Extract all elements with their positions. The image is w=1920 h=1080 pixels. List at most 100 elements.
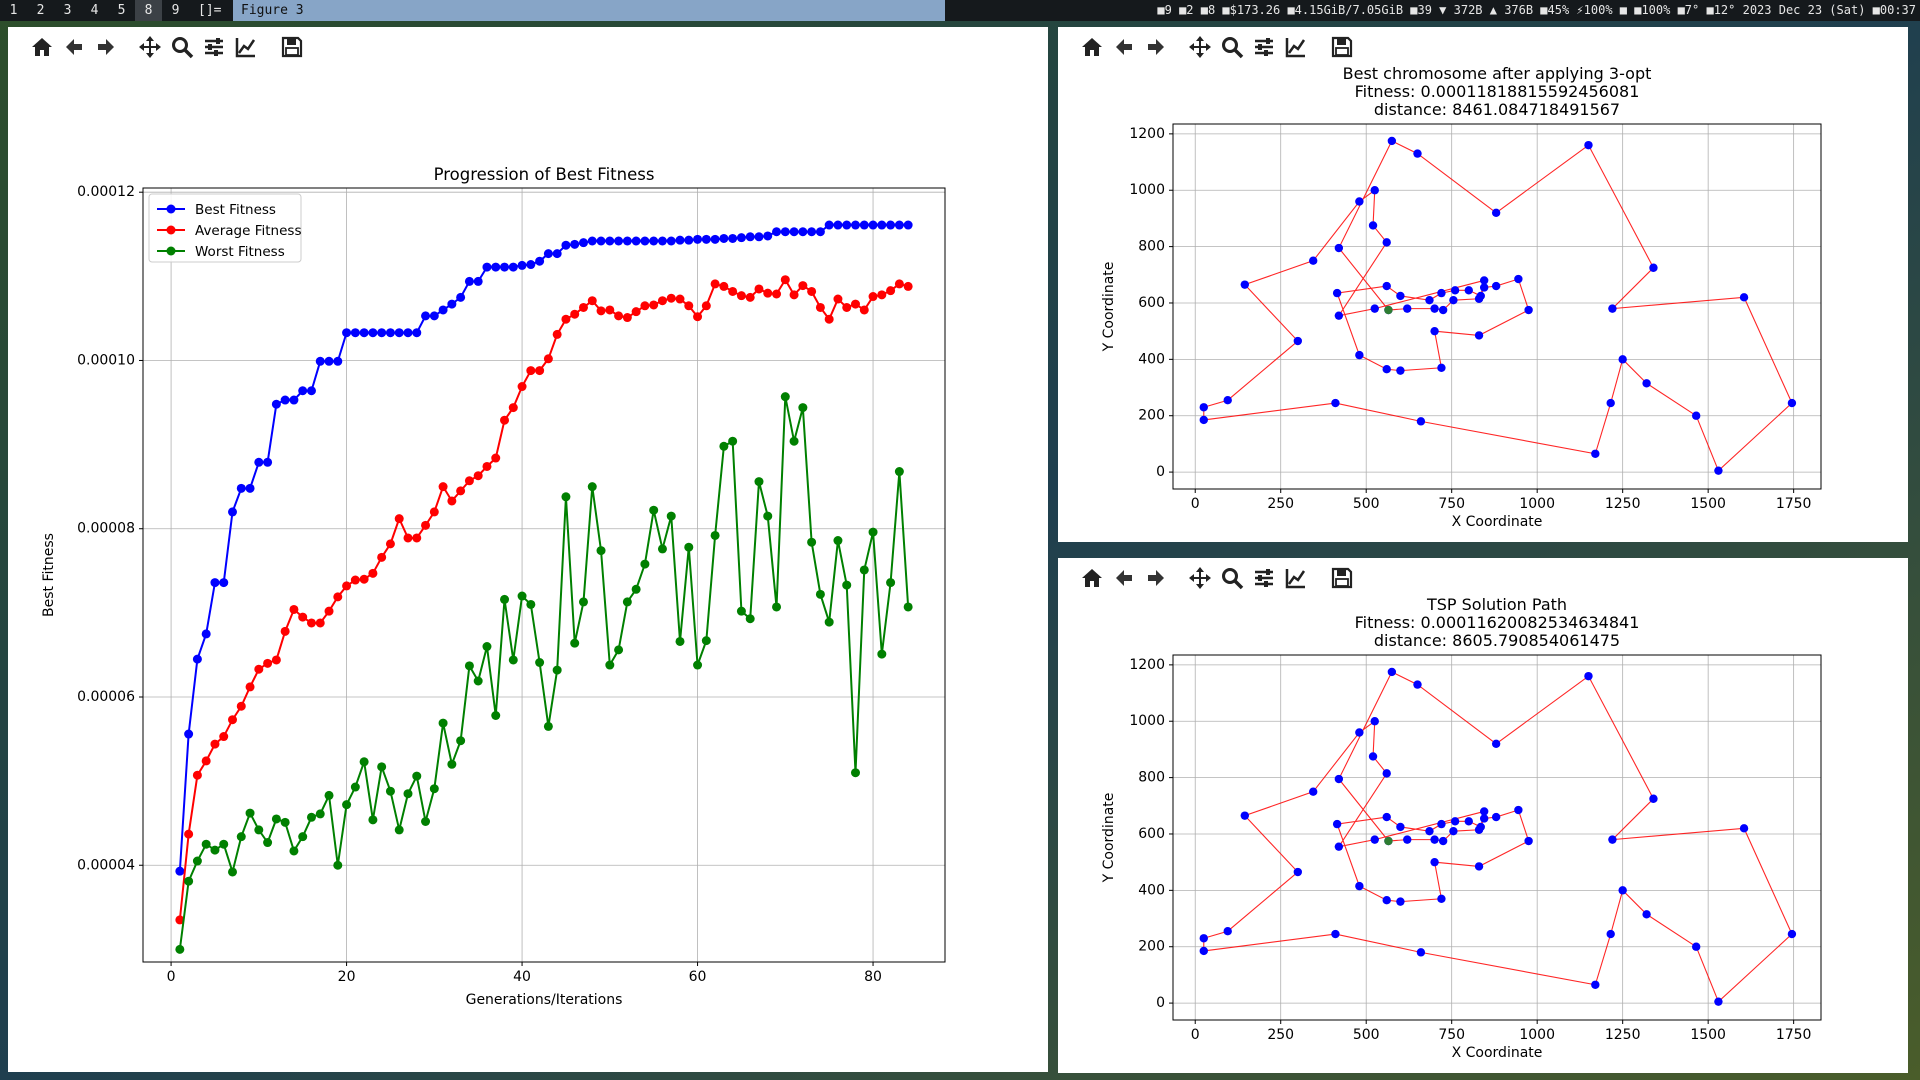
home-button[interactable] (1078, 564, 1106, 592)
city-point (1591, 449, 1600, 458)
city-point (1438, 305, 1448, 315)
workspace-4[interactable]: 4 (90, 3, 99, 18)
data-point (614, 645, 624, 655)
y-tick-label: 1200 (1129, 657, 1165, 673)
workspace-8[interactable]: 8 (135, 0, 162, 21)
data-point (868, 527, 878, 537)
data-point (877, 220, 887, 230)
workspace-3[interactable]: 3 (63, 3, 72, 18)
y-tick-label: 200 (1138, 939, 1165, 955)
forward-arrow-button[interactable] (1142, 33, 1170, 61)
data-point (350, 782, 360, 792)
data-point (701, 301, 711, 311)
city-point (1370, 835, 1379, 844)
pan-move-button[interactable] (1186, 564, 1214, 592)
forward-arrow-button[interactable] (92, 33, 120, 61)
data-point (508, 403, 518, 413)
edit-axis-button[interactable] (232, 33, 260, 61)
data-point (368, 568, 378, 578)
zoom-magnifier-button[interactable] (1218, 564, 1246, 592)
data-point (693, 660, 703, 670)
zoom-magnifier-button[interactable] (168, 33, 196, 61)
back-arrow-button[interactable] (1110, 33, 1138, 61)
layout-indicator[interactable]: []= (198, 3, 222, 18)
city-point (1396, 366, 1405, 375)
data-point (719, 281, 729, 291)
back-arrow-button[interactable] (1110, 564, 1138, 592)
save-figure-button[interactable] (278, 33, 306, 61)
city-point (1199, 946, 1208, 956)
data-point (228, 507, 238, 517)
data-point (394, 825, 404, 835)
data-point (701, 636, 711, 646)
start-city-point (1384, 836, 1393, 846)
workspace-5[interactable]: 5 (117, 3, 126, 18)
x-tick-label: 1250 (1605, 1027, 1641, 1043)
y-tick-label: 1200 (1129, 126, 1165, 142)
configure-subplots-button[interactable] (200, 33, 228, 61)
pan-move-icon (139, 36, 161, 58)
city-point (1240, 811, 1250, 820)
data-point (438, 718, 448, 728)
workspace-1[interactable]: 1 (9, 3, 18, 18)
data-point (877, 649, 887, 659)
data-point (622, 236, 632, 246)
data-point (359, 574, 369, 584)
data-point (210, 739, 220, 749)
x-tick-label: 1500 (1690, 1027, 1726, 1043)
save-figure-button[interactable] (1328, 564, 1356, 592)
edit-axis-button[interactable] (1282, 564, 1310, 592)
configure-subplots-button[interactable] (1250, 33, 1278, 61)
tsp-solution-route-chart: 0 250 500 750 1000 1250 1500 1750 0 200 400 600 800 1… (1101, 595, 1822, 1061)
city-point (1649, 263, 1658, 272)
series-line (178, 396, 910, 950)
back-arrow-icon (1116, 39, 1132, 55)
city-point (1649, 794, 1658, 803)
city-point (1416, 948, 1426, 957)
data-point (491, 262, 501, 272)
pan-move-button[interactable] (1186, 33, 1214, 61)
city-point (1787, 398, 1797, 408)
city-point (1199, 934, 1208, 943)
city-point (1739, 293, 1749, 302)
data-point (184, 729, 194, 739)
back-arrow-button[interactable] (60, 33, 88, 61)
data-point (289, 604, 299, 614)
y-tick-label: 0.00006 (77, 689, 135, 705)
series-line (178, 224, 909, 872)
data-point (500, 262, 510, 272)
data-point (526, 599, 536, 609)
x-tick-label: 20 (338, 969, 356, 985)
data-point (605, 305, 615, 315)
configure-subplots-button[interactable] (1250, 564, 1278, 592)
city-point (1584, 140, 1593, 150)
data-point (578, 597, 588, 607)
y-tick-label: 200 (1138, 408, 1165, 424)
chart-title: Progression of Best Fitness (434, 165, 655, 184)
forward-arrow-button[interactable] (1142, 564, 1170, 592)
y-tick-label: 1000 (1129, 182, 1165, 198)
data-point (789, 436, 799, 446)
data-point (306, 386, 316, 396)
figure-window-tsp-solution: 0 250 500 750 1000 1250 1500 1750 0 200 400 600 800 1… (1058, 558, 1908, 1073)
zoom-magnifier-button[interactable] (1218, 33, 1246, 61)
data-point (464, 476, 474, 486)
chart-subtitle: Fitness: 0.00011818815592456081 (1355, 82, 1640, 101)
data-point (850, 299, 860, 309)
workspace-2[interactable]: 2 (36, 3, 45, 18)
y-tick-label: 0.00008 (77, 521, 135, 537)
workspace-9[interactable]: 9 (171, 3, 180, 18)
home-button[interactable] (28, 33, 56, 61)
pan-move-button[interactable] (136, 33, 164, 61)
data-point (236, 701, 246, 711)
home-button[interactable] (1078, 33, 1106, 61)
save-figure-button[interactable] (1328, 33, 1356, 61)
edit-axis-button[interactable] (1282, 33, 1310, 61)
chart-title: Best chromosome after applying 3-opt (1343, 64, 1652, 83)
x-tick-label: 250 (1267, 496, 1294, 512)
x-tick-label: 0 (1191, 1027, 1200, 1043)
data-point (719, 441, 729, 451)
data-point (684, 301, 694, 311)
best-chromosome-route-chart: 0 250 500 750 1000 1250 1500 1750 0 200 400 600 800 1… (1101, 64, 1822, 530)
data-point (570, 638, 580, 648)
